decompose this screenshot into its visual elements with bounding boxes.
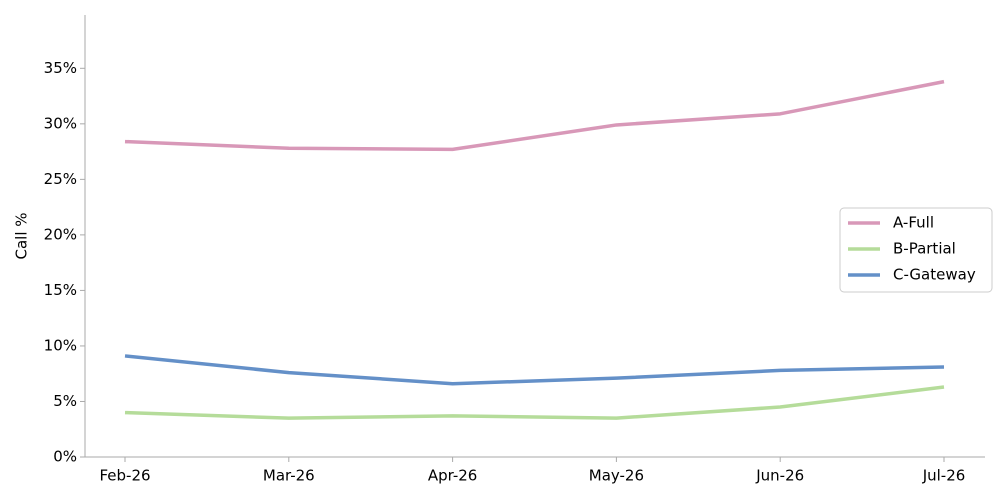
x-tick-label: Jul-26 <box>922 467 966 485</box>
x-tick-label: May-26 <box>589 467 644 485</box>
line <box>124 354 945 386</box>
x-tick-label: Mar-26 <box>263 467 315 485</box>
y-tick-label: 35% <box>44 59 77 77</box>
legend-label: C-Gateway <box>893 266 976 284</box>
x-tick-label: Feb-26 <box>99 467 150 485</box>
y-tick-label: 10% <box>44 336 77 354</box>
x-tick-label: Apr-26 <box>428 467 478 485</box>
line <box>124 79 945 152</box>
legend-label: A-Full <box>893 214 934 232</box>
y-tick-label: 30% <box>44 114 77 132</box>
legend-box <box>839 207 993 293</box>
legend: A-Full B-Partial C-Gateway <box>839 207 993 293</box>
y-tick-label: 0% <box>53 448 77 466</box>
y-tick-label: 5% <box>53 392 77 410</box>
y-axis-label: Call % <box>13 212 31 259</box>
y-tick-label: 20% <box>44 225 77 243</box>
y-tick-label: 15% <box>44 281 77 299</box>
legend-label: B-Partial <box>893 240 956 258</box>
y-tick-label: 25% <box>44 170 77 188</box>
line <box>124 385 945 420</box>
x-tick-label: Jun-26 <box>755 467 804 485</box>
